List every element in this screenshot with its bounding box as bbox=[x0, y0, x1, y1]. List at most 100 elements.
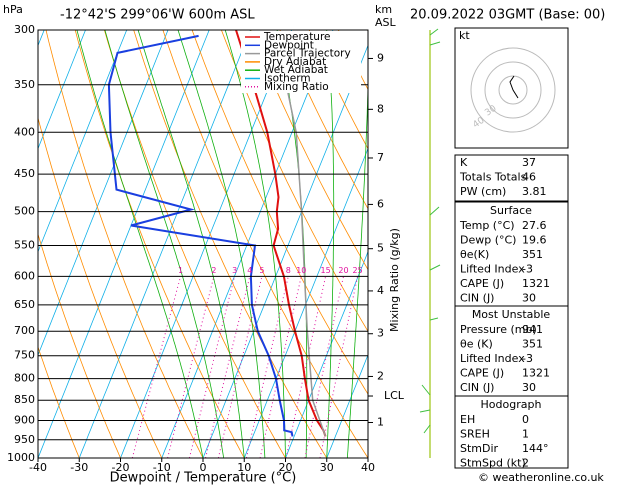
table-key: Lifted Index bbox=[460, 352, 525, 365]
mixing-ratio-line bbox=[205, 276, 251, 458]
mixing-ratio-label: 10 bbox=[296, 266, 306, 275]
y-tick-label: 1000 bbox=[7, 451, 35, 464]
wet-adiabat bbox=[177, 30, 266, 458]
y-tick-label: 400 bbox=[14, 125, 35, 138]
y-tick-label: 450 bbox=[14, 167, 35, 180]
dry-adiabat bbox=[38, 116, 163, 458]
km-tick-label: 2 bbox=[377, 369, 384, 382]
dry-adiabat bbox=[74, 30, 245, 458]
y-tick-label: 750 bbox=[14, 349, 35, 362]
table-key: StmSpd (kt) bbox=[460, 457, 526, 470]
mixing-ratio-label: 3 bbox=[232, 266, 237, 275]
table-value: 2 bbox=[522, 457, 529, 470]
table-value: 46 bbox=[522, 171, 536, 184]
y-tick-label: 900 bbox=[14, 414, 35, 427]
legend-label: Mixing Ratio bbox=[264, 81, 329, 93]
isotherm bbox=[285, 250, 368, 458]
table-section-title: Surface bbox=[490, 204, 532, 217]
table-key: Temp (°C) bbox=[459, 219, 515, 232]
y-tick-label: 600 bbox=[14, 269, 35, 282]
table-box bbox=[454, 395, 569, 469]
km-tick-label: 5 bbox=[377, 242, 384, 255]
legend-label: Dewpoint bbox=[264, 39, 314, 51]
table-key: θe (K) bbox=[460, 338, 493, 351]
y-tick-label: 650 bbox=[14, 298, 35, 311]
mixing-ratio-line bbox=[188, 276, 236, 458]
mixing-ratio-label: 8 bbox=[286, 266, 291, 275]
table-key: Lifted Index bbox=[460, 263, 525, 276]
wind-barbs bbox=[419, 28, 441, 434]
y-tick-label: 500 bbox=[14, 205, 35, 218]
table-value: 30 bbox=[522, 292, 536, 305]
km-label: km bbox=[375, 3, 392, 16]
km-tick-label: 9 bbox=[377, 51, 384, 64]
asl-label: ASL bbox=[375, 16, 397, 29]
wet-adiabat bbox=[347, 74, 368, 458]
dry-adiabat bbox=[593, 18, 629, 458]
y-tick-label: 350 bbox=[14, 78, 35, 91]
x-tick-label: 0 bbox=[200, 461, 207, 474]
legend-label: Wet Adiabat bbox=[264, 64, 328, 76]
km-tick-label: 3 bbox=[377, 327, 384, 340]
isotherm bbox=[38, 30, 86, 150]
mixing-ratio-label: 1 bbox=[178, 266, 183, 275]
isotherm bbox=[0, 30, 3, 458]
km-tick-label: 8 bbox=[377, 102, 384, 115]
mixing-ratio-line bbox=[167, 276, 215, 458]
table-key: θe(K) bbox=[460, 248, 489, 261]
y-tick-label: 950 bbox=[14, 433, 35, 446]
legend-label: Parcel Trajectory bbox=[264, 48, 351, 60]
chart-title: -12°42'S 299°06'W 600m ASL bbox=[60, 8, 255, 23]
x-tick-label: 10 bbox=[237, 461, 251, 474]
km-tick-label: 7 bbox=[377, 151, 384, 164]
table-key: Totals Totals bbox=[459, 171, 527, 184]
mixing-ratio-label: 2 bbox=[211, 266, 216, 275]
x-axis-label: Dewpoint / Temperature (°C) bbox=[110, 471, 297, 486]
table-value: -3 bbox=[522, 352, 533, 365]
dry-adiabat bbox=[308, 30, 368, 150]
dry-adiabat bbox=[45, 30, 204, 458]
table-value: 351 bbox=[522, 338, 543, 351]
table-section-title: Hodograph bbox=[481, 398, 542, 411]
table-value: 30 bbox=[522, 381, 536, 394]
km-tick-label: 4 bbox=[377, 284, 384, 297]
profile-line bbox=[285, 84, 327, 437]
mixing-ratio-label: 20 bbox=[338, 266, 348, 275]
hodograph-box bbox=[454, 27, 569, 149]
table-key: CIN (J) bbox=[460, 381, 494, 394]
dry-adiabat bbox=[103, 30, 286, 458]
table-key: CAPE (J) bbox=[460, 367, 504, 380]
table-key: CAPE (J) bbox=[460, 277, 504, 290]
table-value: 144° bbox=[522, 442, 549, 455]
table-value: 351 bbox=[522, 248, 543, 261]
table-key: StmDir bbox=[460, 442, 499, 455]
profile-line bbox=[107, 34, 294, 437]
isotherm bbox=[120, 30, 293, 458]
table-key: Pressure (mb) bbox=[460, 323, 537, 336]
y-axis-label: hPa bbox=[3, 3, 23, 16]
table-value: 27.6 bbox=[522, 219, 547, 232]
km-tick-label: 1 bbox=[377, 416, 384, 429]
dry-adiabat bbox=[279, 30, 368, 210]
wet-adiabat bbox=[137, 30, 245, 458]
x-tick-label: -20 bbox=[112, 461, 130, 474]
isotherm bbox=[38, 30, 128, 253]
km-tick-label: 6 bbox=[377, 197, 384, 210]
x-tick-label: -10 bbox=[153, 461, 171, 474]
lcl-label: LCL bbox=[384, 389, 405, 402]
table-key: K bbox=[460, 156, 468, 169]
wet-adiabat bbox=[326, 30, 335, 458]
wet-adiabat bbox=[104, 30, 224, 458]
x-tick-label: 30 bbox=[320, 461, 334, 474]
x-tick-label: 20 bbox=[279, 461, 293, 474]
y2-axis-label: Mixing Ratio (g/kg) bbox=[388, 228, 401, 332]
y-tick-label: 800 bbox=[14, 372, 35, 385]
legend-box bbox=[241, 31, 361, 93]
mixing-ratio-label: 25 bbox=[353, 266, 363, 275]
dry-adiabat bbox=[38, 232, 121, 458]
date-label: 20.09.2022 03GMT (Base: 00) bbox=[410, 8, 605, 23]
legend-label: Temperature bbox=[263, 31, 331, 43]
isotherm bbox=[326, 353, 368, 458]
hodograph-unit: kt bbox=[459, 29, 470, 42]
